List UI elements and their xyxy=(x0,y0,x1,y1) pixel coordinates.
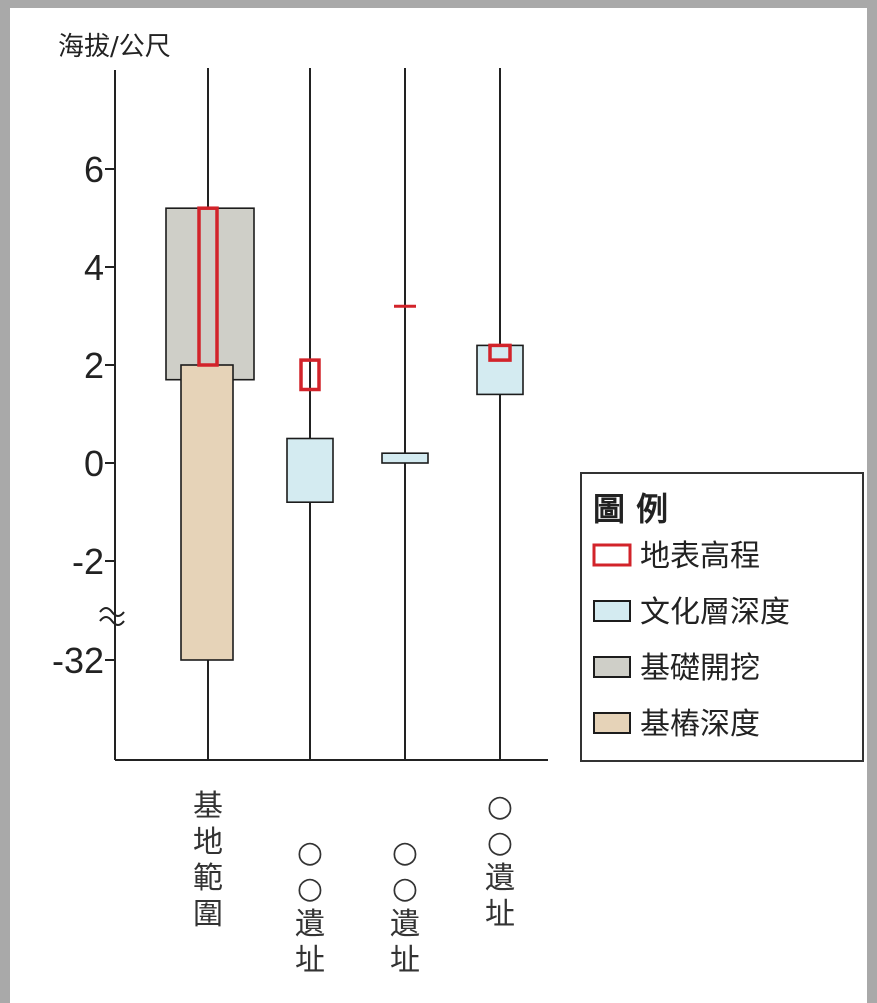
cultural-layer-bar xyxy=(381,452,429,464)
y-tick-label: 0 xyxy=(84,443,104,484)
y-tick-label: 4 xyxy=(84,247,104,288)
surface-elevation-bar xyxy=(488,343,512,362)
axis-break-stroke xyxy=(99,616,125,626)
category-label-1: 基地範圍 xyxy=(193,789,223,932)
chart-panel: 海拔/公尺 6 4 2 0 -2 -32 基地範圍 ○ ○遺址 ○ ○遺址 ○ ○遺址 圖 例地表高程… xyxy=(10,8,867,1003)
legend-item-4: 基樁深度 xyxy=(640,707,760,742)
surface-elevation-bar xyxy=(197,206,219,367)
y-tick-label: 2 xyxy=(84,345,104,386)
axis-break-stroke xyxy=(99,607,125,617)
axis-break-icon xyxy=(99,607,125,626)
category-label-3: ○ ○遺址 xyxy=(390,835,420,978)
surface-elevation-bar xyxy=(299,358,321,392)
category-label-2: ○ ○遺址 xyxy=(295,835,325,978)
cultural-layer-bar xyxy=(286,437,334,504)
legend-swatch-4 xyxy=(593,712,631,734)
legend-item-2: 文化層深度 xyxy=(640,595,790,630)
legend-title: 圖 例 xyxy=(593,490,668,528)
legend-swatch-2 xyxy=(593,600,631,622)
y-tick-label: 6 xyxy=(84,149,104,190)
legend-swatch-1 xyxy=(592,543,632,567)
elevation-chart: 海拔/公尺 6 4 2 0 -2 -32 基地範圍 ○ ○遺址 ○ ○遺址 ○ ○遺址 圖 例地表高程… xyxy=(52,32,864,978)
pile-depth-bar xyxy=(180,364,234,661)
cultural-layer-bar xyxy=(476,344,524,396)
y-tick-label: -2 xyxy=(72,541,104,582)
legend-item-3: 基礎開挖 xyxy=(640,651,760,686)
y-tick-label: -32 xyxy=(52,640,104,681)
legend-item-1: 地表高程 xyxy=(640,539,760,574)
legend-swatch-3 xyxy=(593,656,631,678)
y-axis-label: 海拔/公尺 xyxy=(58,32,171,62)
category-label-4: ○ ○遺址 xyxy=(485,789,515,932)
foundation-excavation-bar xyxy=(165,207,255,381)
